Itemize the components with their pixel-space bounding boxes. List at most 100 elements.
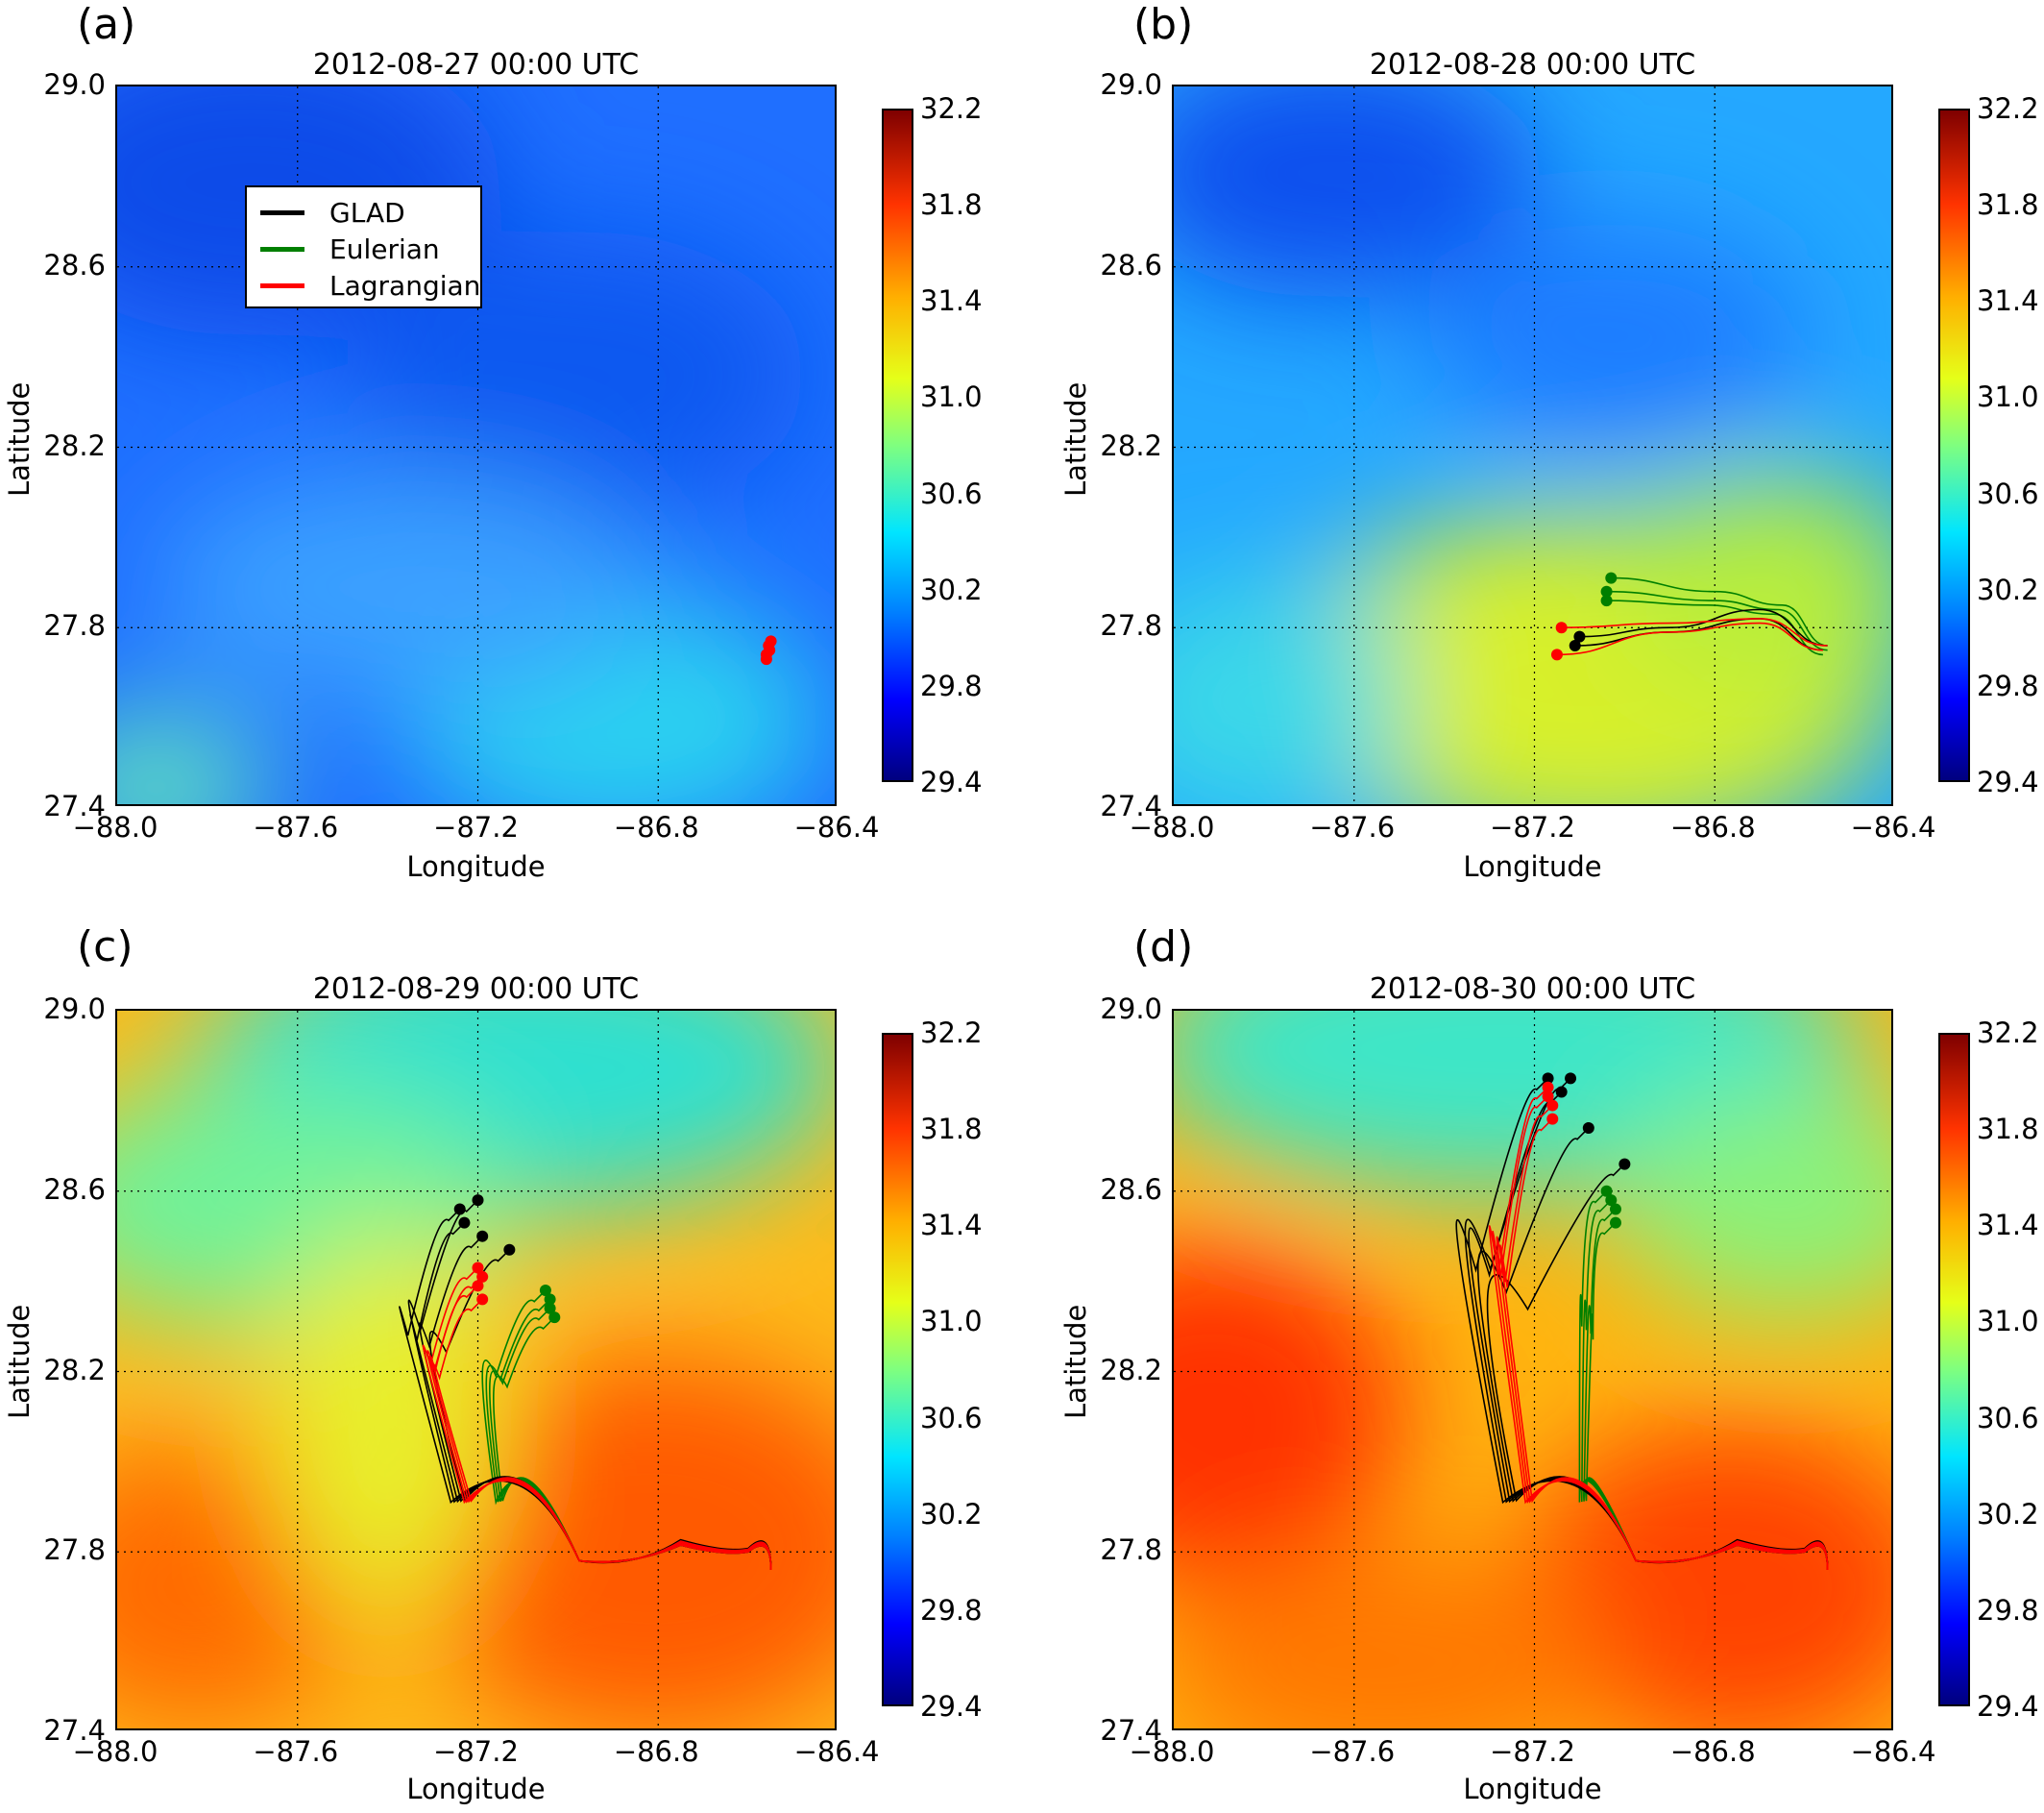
panel-label-d: (d): [1133, 922, 1194, 971]
colorbar-tick-label: 29.8: [920, 1593, 983, 1627]
glad-endpoint: [453, 1203, 466, 1215]
colorbar-tick-label: 31.4: [1977, 284, 2039, 318]
colorbar-tick-label: 30.2: [1977, 1497, 2039, 1531]
field-blobs: [117, 1011, 835, 1728]
x-tick-label: −86.4: [1850, 1735, 1936, 1768]
x-tick-label: −86.8: [613, 811, 699, 844]
lagrangian-endpoint: [1546, 1099, 1559, 1112]
eulerian-endpoint: [1600, 595, 1613, 607]
x-tick-label: −87.6: [253, 811, 339, 844]
x-tick-label: −86.4: [793, 811, 880, 844]
lagrangian-trajectory: [1556, 622, 1823, 656]
x-tick-label: −88.0: [72, 811, 158, 844]
eulerian-endpoint: [1600, 1185, 1613, 1197]
colorbar-tick-label: 29.4: [1977, 1690, 2039, 1723]
lagrangian-endpoint: [476, 1270, 489, 1283]
panel-label-a: (a): [77, 0, 136, 49]
x-axis-label-a: Longitude: [406, 850, 546, 883]
x-tick-label: −86.4: [1850, 811, 1936, 844]
y-tick-label: 28.2: [43, 1353, 106, 1386]
colorbar-c: [882, 1033, 913, 1706]
colorbar-tick-label: 31.0: [1977, 380, 2039, 414]
y-tick-label: 29.0: [43, 992, 106, 1025]
colorbar-tick-label: 29.8: [1977, 1593, 2039, 1627]
field-blob: [1174, 1549, 1616, 1728]
field-blob: [1174, 86, 1539, 298]
glad-endpoint: [1618, 1158, 1631, 1170]
colorbar-tick-label: 30.2: [1977, 573, 2039, 606]
colorbar-tick-label: 29.4: [920, 1690, 983, 1723]
x-tick-label: −87.2: [1490, 811, 1575, 844]
eulerian-trajectory: [1606, 590, 1828, 651]
colorbar-tick-label: 31.8: [920, 1113, 983, 1146]
legend-label-lagrangian: Lagrangian: [329, 269, 481, 302]
x-tick-label: −86.4: [793, 1735, 880, 1768]
lagrangian-endpoint: [476, 1293, 489, 1306]
field-blob: [1174, 1241, 1404, 1587]
lagrangian-trajectory: [1561, 618, 1828, 647]
x-tick-label: −87.6: [253, 1735, 339, 1768]
eulerian-endpoint: [1609, 1216, 1621, 1229]
field-blob: [1174, 576, 1404, 804]
y-tick-label: 28.2: [1100, 429, 1162, 462]
glad-endpoint: [1569, 640, 1581, 652]
eulerian-endpoint: [1605, 1194, 1618, 1207]
x-tick-label: −87.2: [433, 811, 519, 844]
eulerian-endpoint: [1609, 1203, 1621, 1215]
y-tick-label: 29.0: [1100, 992, 1162, 1025]
colorbar-tick-label: 29.8: [920, 669, 983, 702]
x-tick-label: −87.6: [1309, 811, 1396, 844]
field-blob: [405, 1357, 835, 1728]
colorbar-tick-label: 31.4: [920, 284, 983, 318]
x-tick-label: −88.0: [1129, 811, 1215, 844]
colorbar-tick-label: 31.0: [920, 380, 983, 414]
legend-swatch-lagrangian: [260, 282, 304, 288]
y-tick-label: 28.6: [1100, 1172, 1162, 1206]
lagrangian-endpoint: [1546, 1113, 1559, 1125]
glad-endpoint: [476, 1230, 489, 1242]
eulerian-endpoint: [1600, 585, 1613, 598]
x-tick-label: −87.2: [1490, 1735, 1575, 1768]
legend: GLAD Eulerian Lagrangian: [245, 185, 482, 308]
heatmap-d: [1174, 1011, 1891, 1728]
glad-trajectory: [1579, 608, 1828, 647]
glad-endpoint: [1573, 630, 1586, 643]
panel-title-a: 2012-08-27 00:00 UTC: [312, 48, 640, 82]
plot-area-c: [115, 1009, 837, 1730]
y-tick-label: 27.8: [43, 609, 106, 643]
colorbar-tick-label: 32.2: [1977, 1017, 2039, 1049]
x-axis-label-d: Longitude: [1463, 1773, 1602, 1805]
colorbar-tick-label: 30.2: [920, 1497, 983, 1531]
legend-item-lagrangian: Lagrangian: [260, 266, 480, 305]
eulerian-endpoint: [544, 1293, 556, 1306]
field-blob: [1616, 471, 1891, 701]
colorbar-tick-label: 32.2: [920, 92, 983, 125]
heatmap-c: [117, 1011, 835, 1728]
plot-area-a: GLAD Eulerian Lagrangian: [115, 85, 837, 806]
eulerian-trajectory: [1611, 576, 1828, 647]
glad-endpoint: [1565, 1072, 1577, 1085]
colorbar-tick-label: 31.8: [920, 188, 983, 222]
lagrangian-endpoint: [1555, 622, 1568, 634]
eulerian-endpoint: [1605, 572, 1618, 584]
colorbar-d: [1938, 1033, 1970, 1706]
colorbar-tick-label: 29.4: [920, 766, 983, 798]
y-tick-label: 27.8: [1100, 609, 1162, 643]
panel-label-c: (c): [77, 922, 134, 971]
field-blob: [1616, 1088, 1891, 1318]
glad-endpoint: [1582, 1122, 1594, 1135]
x-tick-label: −87.6: [1309, 1735, 1396, 1768]
panel-label-b: (b): [1133, 0, 1194, 49]
colorbar-tick-label: 31.8: [1977, 188, 2039, 222]
colorbar-tick-label: 31.0: [920, 1305, 983, 1338]
y-tick-label: 29.0: [1100, 68, 1162, 101]
colorbar-a: [882, 109, 913, 782]
colorbar-tick-label: 31.0: [1977, 1305, 2039, 1338]
lagrangian-endpoint: [472, 1280, 484, 1292]
lagrangian-endpoint: [764, 644, 776, 656]
x-tick-label: −86.8: [613, 1735, 699, 1768]
colorbar-tick-label: 29.4: [1977, 766, 2039, 798]
colorbar-tick-label: 31.4: [920, 1209, 983, 1242]
x-axis-label-c: Longitude: [406, 1773, 546, 1805]
glad-endpoint: [1555, 1086, 1568, 1098]
